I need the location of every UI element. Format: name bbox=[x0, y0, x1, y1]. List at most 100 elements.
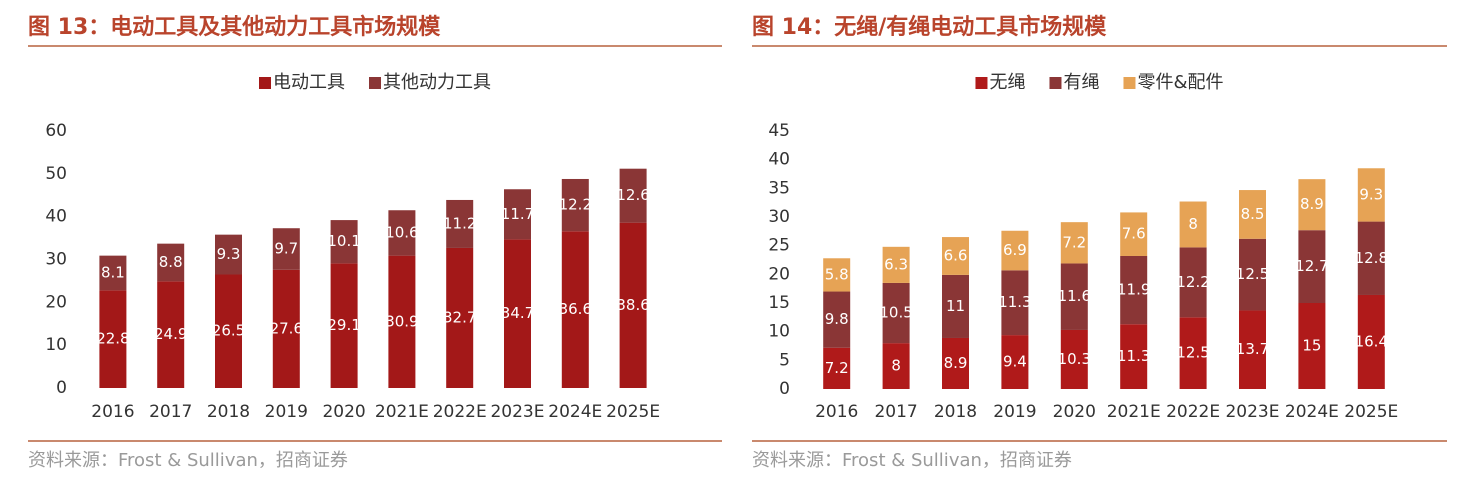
y-tick-label: 40 bbox=[45, 207, 67, 227]
bar-segment bbox=[157, 281, 185, 388]
x-tick-label: 2018 bbox=[207, 402, 250, 422]
data-label: 7.2 bbox=[1062, 233, 1086, 251]
bar-segment bbox=[882, 246, 910, 283]
data-label: 24.9 bbox=[154, 325, 187, 343]
data-label: 12.2 bbox=[559, 196, 592, 214]
x-tick-label: 2025E bbox=[606, 402, 660, 422]
data-label: 10.6 bbox=[385, 223, 418, 241]
data-label: 12.5 bbox=[1236, 265, 1269, 283]
bar-segment bbox=[823, 347, 851, 389]
bar-segment bbox=[215, 274, 242, 388]
bar-segment bbox=[215, 234, 242, 275]
data-label: 8.9 bbox=[1300, 195, 1324, 213]
data-label: 11.9 bbox=[1117, 281, 1150, 299]
data-label: 12.6 bbox=[616, 186, 649, 204]
data-label: 12.2 bbox=[1176, 273, 1209, 291]
x-tick-label: 2016 bbox=[815, 402, 858, 422]
data-label: 10.3 bbox=[1058, 350, 1091, 368]
bar-segment bbox=[1060, 222, 1088, 264]
data-label: 11.3 bbox=[1117, 347, 1150, 365]
data-label: 26.5 bbox=[212, 322, 245, 340]
legend-swatch bbox=[1123, 77, 1136, 89]
bar-segment bbox=[1001, 270, 1029, 336]
data-label: 11.2 bbox=[443, 214, 476, 232]
x-tick-label: 2021E bbox=[375, 402, 429, 422]
data-label: 6.9 bbox=[1003, 241, 1027, 259]
data-label: 5.8 bbox=[825, 265, 849, 283]
x-tick-label: 2022E bbox=[433, 402, 487, 422]
bar-segment bbox=[1120, 255, 1148, 325]
bar-segment bbox=[942, 274, 969, 338]
y-tick-label: 20 bbox=[768, 264, 790, 284]
bar-segment bbox=[882, 282, 910, 344]
data-label: 10.1 bbox=[327, 232, 360, 250]
data-label: 7.2 bbox=[825, 359, 849, 377]
bar-segment bbox=[619, 222, 647, 388]
bar-segment bbox=[1298, 179, 1326, 231]
legend: 无绳 有绳 零件&配件 bbox=[975, 72, 1224, 93]
data-label: 22.8 bbox=[96, 330, 129, 348]
data-label: 6.3 bbox=[884, 255, 908, 273]
data-label: 7.6 bbox=[1122, 225, 1146, 243]
bar-segment bbox=[446, 199, 474, 248]
bar-segment bbox=[1179, 317, 1207, 389]
x-tick-label: 2020 bbox=[1053, 402, 1096, 422]
data-label: 11 bbox=[946, 297, 965, 315]
bar-segment bbox=[1239, 238, 1266, 311]
y-tick-label: 40 bbox=[768, 150, 790, 170]
bar-segment bbox=[99, 290, 127, 388]
data-label: 8.9 bbox=[944, 354, 968, 372]
y-tick-label: 10 bbox=[768, 322, 790, 342]
legend-label: 零件&配件 bbox=[1137, 72, 1223, 93]
bar-segment bbox=[1060, 263, 1088, 330]
bar-segment bbox=[157, 243, 185, 282]
legend-swatch bbox=[369, 77, 381, 89]
data-label: 34.7 bbox=[501, 304, 534, 322]
chart-title: 图 14：无绳/有绳电动工具市场规模 bbox=[752, 14, 1107, 40]
bar-segment bbox=[1239, 190, 1266, 239]
bar-segment bbox=[1120, 212, 1148, 256]
data-label: 9.4 bbox=[1003, 353, 1027, 371]
legend-label: 有绳 bbox=[1063, 72, 1099, 93]
y-tick-label: 30 bbox=[45, 250, 67, 270]
bar-segment bbox=[1357, 168, 1385, 222]
bar-segment bbox=[561, 231, 589, 388]
bar-segment bbox=[1357, 294, 1385, 389]
x-tick-label: 2021E bbox=[1107, 402, 1161, 422]
data-label: 11.6 bbox=[1058, 287, 1091, 305]
y-tick-label: 15 bbox=[768, 293, 790, 313]
data-label: 12.7 bbox=[1295, 257, 1328, 275]
bar-segment bbox=[1060, 329, 1088, 389]
x-tick-label: 2016 bbox=[91, 402, 134, 422]
data-label: 8 bbox=[1188, 215, 1198, 233]
legend-label: 其他动力工具 bbox=[383, 72, 491, 93]
source-note: 资料来源：Frost & Sullivan，招商证券 bbox=[28, 450, 348, 471]
bar-segment bbox=[561, 178, 589, 232]
y-tick-label: 0 bbox=[779, 379, 790, 399]
data-label: 11.7 bbox=[501, 205, 534, 223]
data-label: 12.8 bbox=[1355, 249, 1388, 267]
y-tick-label: 45 bbox=[768, 121, 790, 141]
y-tick-label: 25 bbox=[768, 236, 790, 256]
data-label: 16.4 bbox=[1355, 332, 1388, 350]
y-tick-label: 35 bbox=[768, 178, 790, 198]
bar-segment bbox=[823, 291, 851, 348]
data-label: 8.1 bbox=[101, 263, 125, 281]
chart-title: 图 13：电动工具及其他动力工具市场规模 bbox=[28, 14, 441, 40]
bar-segment bbox=[388, 210, 416, 256]
x-tick-label: 2023E bbox=[490, 402, 544, 422]
legend: 电动工具 其他动力工具 bbox=[259, 72, 491, 93]
y-tick-label: 50 bbox=[45, 164, 67, 184]
data-label: 38.6 bbox=[616, 296, 649, 314]
x-tick-label: 2023E bbox=[1225, 402, 1279, 422]
legend-swatch bbox=[975, 77, 988, 89]
data-label: 32.7 bbox=[443, 308, 476, 326]
bar-segment bbox=[1001, 335, 1029, 389]
x-tick-label: 2017 bbox=[149, 402, 192, 422]
bar-segment bbox=[1179, 247, 1207, 318]
bar-segment bbox=[1298, 303, 1326, 389]
x-tick-label: 2019 bbox=[993, 402, 1036, 422]
x-tick-label: 2024E bbox=[548, 402, 602, 422]
bar-segment bbox=[272, 228, 300, 270]
data-label: 6.6 bbox=[944, 246, 968, 264]
